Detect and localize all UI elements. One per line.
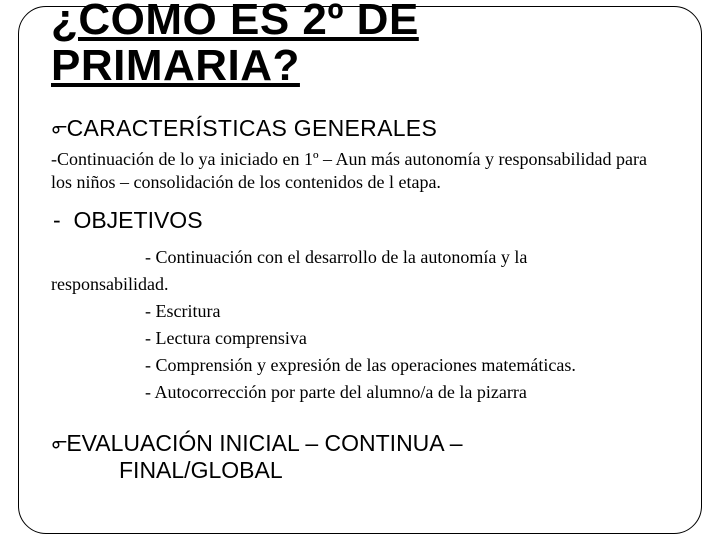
section-evaluacion: ൳EVALUACIÓN INICIAL – CONTINUA – xyxy=(51,430,669,457)
objetivo-line: - Lectura comprensiva xyxy=(145,325,669,352)
section-heading-1: CARACTERÍSTICAS GENERALES xyxy=(67,115,437,141)
section-objetivos: - OBJETIVOS xyxy=(53,207,669,234)
page-title: ¿COMO ES 2º DE PRIMARIA? xyxy=(51,0,669,89)
evaluacion-sub: FINAL/GLOBAL xyxy=(119,457,669,484)
section-heading-2: OBJETIVOS xyxy=(73,207,202,233)
dash-bullet: - xyxy=(53,207,61,233)
objetivo-line: - Comprensión y expresión de las operaci… xyxy=(145,352,669,379)
objetivo-line: responsabilidad. xyxy=(51,271,669,298)
slide-frame: ¿COMO ES 2º DE PRIMARIA? ൳CARACTERÍSTICA… xyxy=(18,6,702,534)
objetivo-line: - Autocorrección por parte del alumno/a … xyxy=(145,379,669,406)
objetivo-line: - Continuación con el desarrollo de la a… xyxy=(145,244,669,271)
caracteristicas-body: -Continuación de lo ya iniciado en 1º – … xyxy=(51,148,669,193)
section-caracteristicas: ൳CARACTERÍSTICAS GENERALES xyxy=(51,115,669,142)
section-heading-3: EVALUACIÓN INICIAL – CONTINUA – xyxy=(66,430,462,456)
objetivo-line: - Escritura xyxy=(145,298,669,325)
objetivos-body: - Continuación con el desarrollo de la a… xyxy=(51,244,669,406)
bullet-flourish-icon: ൳ xyxy=(51,116,67,141)
caracteristicas-text: Continuación de lo ya iniciado en 1º – A… xyxy=(51,149,647,192)
bullet-flourish-icon: ൳ xyxy=(51,431,66,456)
